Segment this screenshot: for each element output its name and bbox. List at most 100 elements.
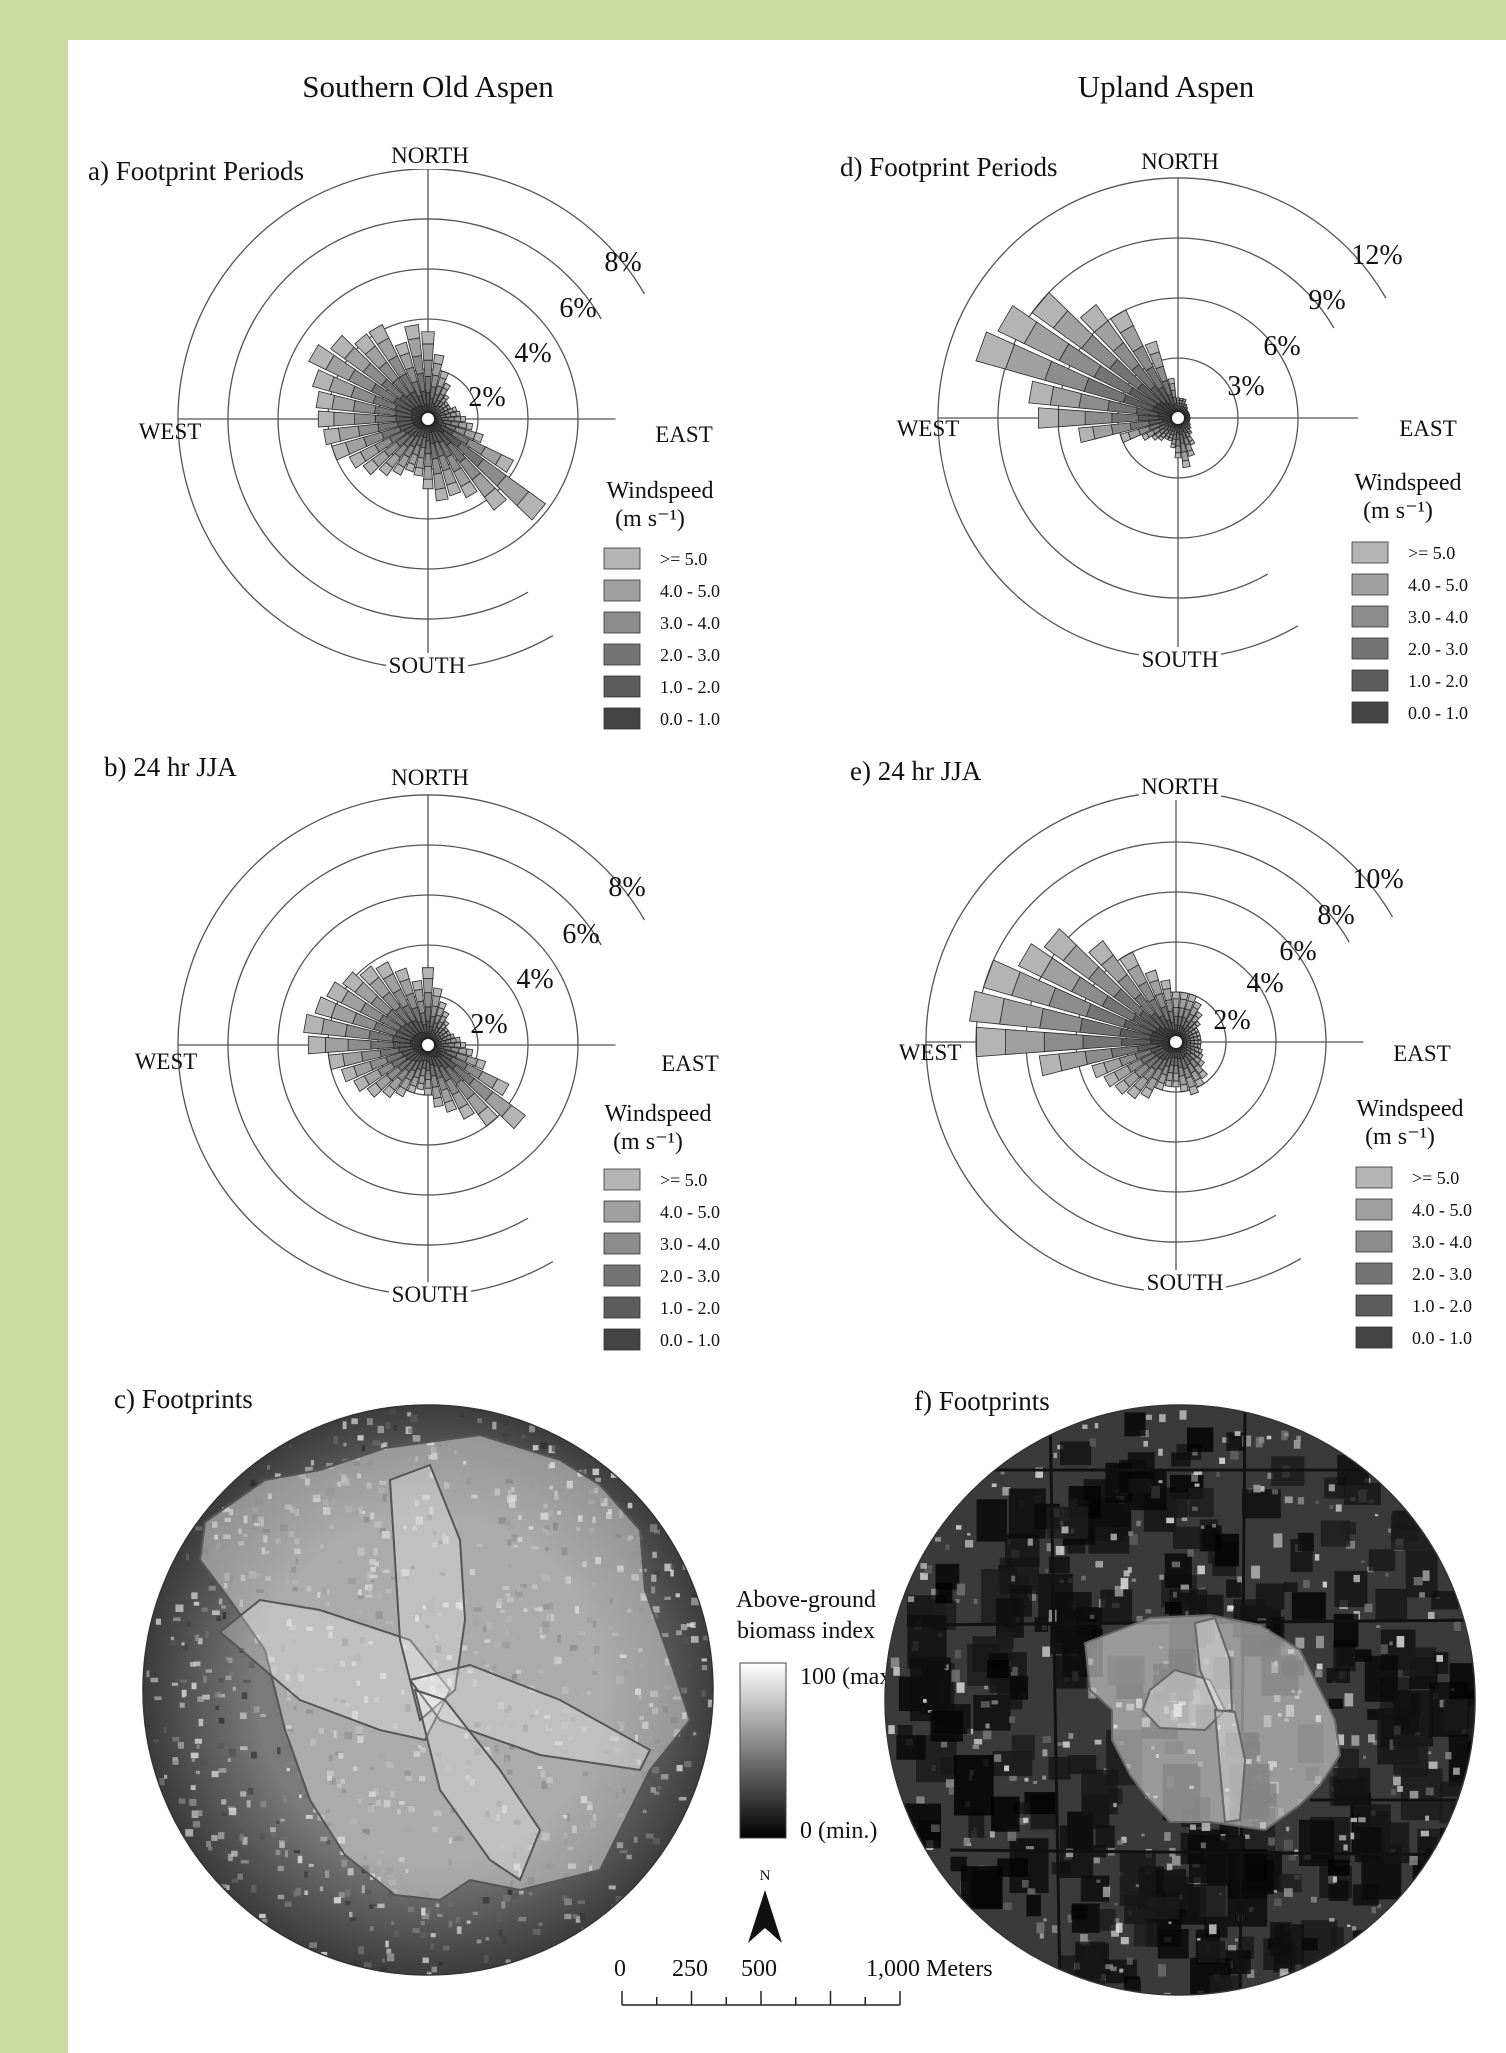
rose-petal-segment bbox=[1091, 1062, 1108, 1079]
rose-petal-segment bbox=[303, 1013, 325, 1035]
rose-petal-segment bbox=[1078, 426, 1096, 444]
rose-petal-segment bbox=[324, 1037, 349, 1053]
rose-petal-segment bbox=[421, 967, 435, 979]
rose-petal-segment bbox=[307, 1035, 326, 1055]
legend-swatch bbox=[1355, 1198, 1393, 1221]
legend-title: Windspeed bbox=[604, 1101, 711, 1127]
rose-petal-segment bbox=[969, 990, 1005, 1025]
rose-petal-segment bbox=[366, 1082, 383, 1098]
rose-petal-segment bbox=[454, 416, 462, 422]
rose-petal-segment bbox=[501, 1104, 526, 1130]
legend-title: Windspeed bbox=[1354, 470, 1461, 496]
ring-label: 3% bbox=[1227, 371, 1264, 402]
legend-swatch bbox=[603, 547, 641, 570]
rose-petal-segment bbox=[1119, 431, 1132, 444]
scale-label-0: 0 bbox=[614, 1956, 626, 1982]
cardinal-north: NORTH bbox=[1141, 774, 1219, 799]
rose-petal-segment bbox=[983, 959, 1021, 996]
legend-label: 0.0 - 1.0 bbox=[660, 1330, 720, 1350]
rose-petal-segment bbox=[976, 1026, 1006, 1058]
rose-petal-segment bbox=[394, 341, 410, 357]
site-title-right: Upland Aspen bbox=[1078, 69, 1255, 104]
legend-unit: (m s⁻¹) bbox=[1363, 498, 1433, 524]
rose-petal-segment bbox=[424, 376, 432, 394]
legend-swatch bbox=[603, 1168, 641, 1191]
footprint-lobe bbox=[218, 1598, 452, 1742]
cardinal-west: WEST bbox=[897, 416, 960, 441]
rose-petal-segment bbox=[1197, 1052, 1204, 1060]
rose-petal-segment bbox=[460, 415, 466, 423]
rose-petal-segment bbox=[460, 480, 478, 499]
rose-petal-segment bbox=[1092, 424, 1114, 440]
rose-petal-segment bbox=[1172, 998, 1180, 1008]
rose-petal-segment bbox=[1176, 432, 1180, 440]
rose-petal-segment bbox=[323, 427, 342, 446]
cardinal-south: SOUTH bbox=[1147, 1270, 1224, 1295]
panel-d-title: d) Footprint Periods bbox=[840, 152, 1058, 182]
rose-petal-segment bbox=[1144, 340, 1160, 356]
ring-label: 6% bbox=[559, 293, 596, 324]
footprint-lobe bbox=[413, 1688, 542, 1882]
legend-swatch bbox=[1355, 1262, 1393, 1285]
rose-petal-segment bbox=[1193, 1039, 1199, 1045]
rose-petal-segment bbox=[449, 1033, 455, 1039]
rose-petal-segment bbox=[432, 987, 443, 998]
rose-petal-segment bbox=[465, 422, 474, 431]
rose-petal-segment bbox=[423, 466, 433, 480]
cardinal-east: EAST bbox=[661, 1051, 719, 1076]
rose-petal-segment bbox=[491, 1078, 510, 1097]
rose-petal-segment bbox=[421, 331, 435, 345]
legend-label: >= 5.0 bbox=[660, 549, 707, 569]
scale-label-500: 500 bbox=[741, 1956, 777, 1982]
legend-unit: (m s⁻¹) bbox=[615, 506, 685, 532]
rose-petal-segment bbox=[1126, 1084, 1142, 1100]
cardinal-north: NORTH bbox=[391, 143, 469, 168]
rose-petal-segment bbox=[1005, 1029, 1045, 1055]
rose-petal-segment bbox=[1167, 377, 1175, 385]
ring-label: 6% bbox=[562, 919, 599, 950]
rose-petal-segment bbox=[1172, 1080, 1180, 1088]
wind-rose-d: 3% 6% 9%12% NORTH SOUTH EAST WEST bbox=[897, 149, 1457, 673]
scale-bar: 0 250 500 1,000 Meters bbox=[614, 1956, 993, 2006]
scale-label-250: 250 bbox=[672, 1956, 708, 1982]
rose-petal-segment bbox=[392, 463, 406, 476]
rose-petal-segment bbox=[458, 1103, 475, 1120]
rose-petal-segment bbox=[394, 967, 410, 983]
ring-label: 12% bbox=[1351, 240, 1402, 271]
rose-petal-segment bbox=[477, 1106, 499, 1127]
rose-ring bbox=[975, 841, 1350, 1243]
rose-center bbox=[1168, 1034, 1184, 1050]
rose-petal-segment bbox=[1194, 1077, 1205, 1088]
biomass-legend-title-1: Above-ground bbox=[736, 1587, 876, 1613]
legend-label: 4.0 - 5.0 bbox=[1412, 1200, 1472, 1220]
rose-petal-segment bbox=[1176, 397, 1180, 401]
rose-petal-segment bbox=[447, 1042, 455, 1048]
legend-label: 0.0 - 1.0 bbox=[1412, 1328, 1472, 1348]
legend-swatch bbox=[603, 643, 641, 666]
legend-label: 3.0 - 4.0 bbox=[660, 1234, 720, 1254]
rose-center bbox=[1170, 410, 1186, 426]
cardinal-south: SOUTH bbox=[1142, 647, 1219, 672]
legend-swatch bbox=[603, 1328, 641, 1351]
cardinal-bg bbox=[389, 765, 471, 791]
rose-petal-segment bbox=[328, 1053, 346, 1071]
panel-f-title: f) Footprints bbox=[914, 1386, 1050, 1416]
legend-label: 0.0 - 1.0 bbox=[1408, 703, 1468, 723]
rose-petal-segment bbox=[442, 1020, 450, 1027]
ring-label: 4% bbox=[514, 338, 551, 369]
rose-petal-segment bbox=[1028, 380, 1054, 406]
rose-petal-segment bbox=[446, 481, 462, 497]
rose-petal-segment bbox=[1163, 435, 1170, 441]
rose-petal-segment bbox=[342, 971, 364, 993]
legend-label: >= 5.0 bbox=[1412, 1168, 1459, 1188]
rose-petal-segment bbox=[1188, 439, 1196, 446]
legend-swatch bbox=[603, 707, 641, 730]
rose-petal-segment bbox=[1197, 1059, 1205, 1067]
rose-petal-segment bbox=[455, 1036, 461, 1043]
rose-petal-segment bbox=[1140, 1086, 1154, 1099]
rose-petal-segment bbox=[1192, 1000, 1202, 1011]
cardinal-bg bbox=[1139, 647, 1221, 673]
rose-petal-segment bbox=[395, 1085, 407, 1098]
rose-petal-segment bbox=[1119, 951, 1140, 972]
